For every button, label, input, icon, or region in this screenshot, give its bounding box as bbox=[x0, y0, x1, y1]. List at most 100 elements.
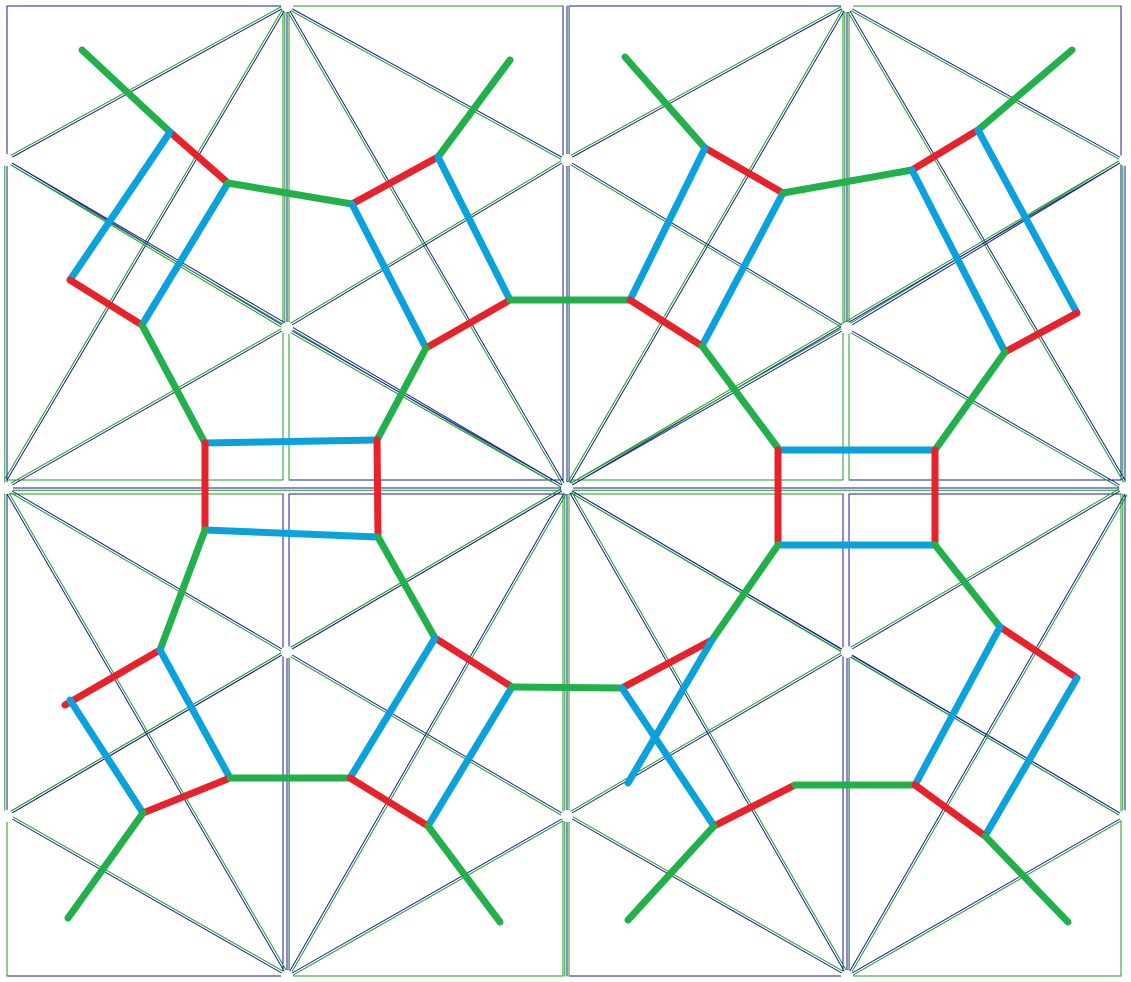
grid-spoke-27-blue bbox=[286, 651, 568, 817]
grid-spoke-16-blue bbox=[6, 327, 288, 489]
graph-edges bbox=[61, 46, 1081, 926]
grid-spoke-31-green bbox=[287, 817, 569, 979]
grid-spoke-0-green bbox=[5, 3, 287, 159]
grid-hub-8 bbox=[281, 646, 293, 658]
grid-spoke-23-blue bbox=[846, 487, 1126, 653]
grid-spoke-3-green bbox=[4, 4, 286, 480]
grid-spoke-39-green bbox=[848, 494, 1128, 978]
grid-spoke-20-green bbox=[5, 489, 287, 655]
grid-hub-11 bbox=[281, 970, 293, 982]
graph-edge-31 bbox=[508, 683, 626, 692]
graph-edge-0 bbox=[78, 46, 174, 136]
graph-edge-11 bbox=[138, 321, 209, 447]
grid-spoke-28-blue bbox=[566, 651, 848, 817]
grid-spoke-33-blue bbox=[6, 493, 288, 977]
graph-edge-5 bbox=[224, 179, 356, 208]
graph-edge-17 bbox=[156, 526, 209, 654]
grid-spoke-20-blue bbox=[6, 487, 288, 653]
grid-spoke-39-blue bbox=[846, 493, 1126, 977]
graph-edge-60 bbox=[911, 781, 989, 840]
graph-edge-56 bbox=[931, 541, 1004, 631]
graph-edge-19 bbox=[156, 646, 234, 782]
grid-spoke-28-green bbox=[565, 649, 847, 815]
grid-hub-14 bbox=[1119, 154, 1131, 166]
graph-edge-36 bbox=[626, 296, 706, 350]
graph-edge-51 bbox=[618, 684, 718, 830]
grid-spoke-35-green bbox=[567, 813, 849, 975]
graph-edge-40 bbox=[908, 166, 1009, 356]
grid-spoke-17-blue bbox=[286, 327, 568, 489]
grid-spoke-6-blue bbox=[846, 5, 1126, 161]
grid-hub-3 bbox=[281, 322, 293, 334]
grid-spoke-3-blue bbox=[6, 5, 288, 481]
grid-spoke-1-blue bbox=[286, 5, 568, 161]
graph-edge-27 bbox=[424, 683, 516, 830]
grid-hub-5 bbox=[561, 482, 573, 494]
graph-edge-13 bbox=[201, 436, 381, 447]
graph-edge-3 bbox=[66, 276, 146, 329]
graph-edge-9 bbox=[434, 153, 514, 304]
grid-hub-0 bbox=[281, 0, 293, 12]
graph-edge-8 bbox=[348, 200, 430, 352]
grid-spoke-30-blue bbox=[6, 815, 288, 977]
grid-spoke-9-green bbox=[844, 6, 1124, 482]
graph-edge-53 bbox=[710, 781, 799, 830]
graph-edge-35 bbox=[698, 189, 787, 350]
grid-spoke-36-green bbox=[847, 817, 1127, 979]
graph-edge-26 bbox=[346, 634, 439, 782]
grid-spoke-4-green bbox=[284, 6, 566, 490]
grid-hub-15 bbox=[1, 810, 13, 822]
grid-hub-1 bbox=[841, 0, 853, 12]
grid-spoke-35-blue bbox=[566, 815, 848, 977]
grid-hub-6 bbox=[1, 482, 13, 494]
graph-edge-33 bbox=[701, 144, 787, 197]
grid-spoke-27-green bbox=[285, 653, 567, 819]
grid-spoke-38-green bbox=[568, 486, 850, 976]
graph-edge-12 bbox=[373, 344, 430, 444]
grid-spoke-26-blue bbox=[6, 651, 288, 817]
grid-spoke-33-green bbox=[8, 492, 290, 976]
grid-spoke-5-green bbox=[565, 3, 847, 159]
grid-spoke-36-blue bbox=[846, 815, 1126, 977]
grid-spoke-18-green bbox=[565, 325, 847, 487]
grid-spoke-9-blue bbox=[846, 5, 1126, 481]
grid-hub-7 bbox=[1119, 482, 1131, 494]
graph-edge-24 bbox=[374, 533, 439, 642]
graph-edge-7 bbox=[434, 56, 514, 161]
grid-hub-13 bbox=[1, 154, 13, 166]
graph-edge-43 bbox=[698, 342, 782, 452]
grid-hub-16 bbox=[1119, 810, 1131, 822]
grid-spoke-19-green bbox=[845, 329, 1125, 491]
graph-edge-54 bbox=[624, 822, 718, 924]
graph-edge-21 bbox=[139, 774, 234, 817]
graph-edge-37 bbox=[779, 166, 916, 197]
grid-spoke-11-green bbox=[285, 157, 567, 327]
grid-spoke-29-green bbox=[845, 653, 1125, 819]
graph-edge-2 bbox=[66, 128, 174, 284]
grid-hub-12 bbox=[841, 970, 853, 982]
grid-spoke-19-blue bbox=[846, 327, 1126, 489]
graph-edge-39 bbox=[974, 46, 1076, 134]
graph-edge-22 bbox=[64, 809, 147, 922]
graph-edge-50 bbox=[618, 636, 716, 692]
grid-spoke-17-green bbox=[285, 329, 567, 491]
graph-edge-32 bbox=[621, 53, 709, 152]
graph-edge-34 bbox=[626, 144, 709, 304]
grid-spoke-10-green bbox=[5, 161, 287, 331]
graph-edge-49 bbox=[708, 541, 782, 644]
graph-edge-28 bbox=[346, 774, 432, 830]
graph-edge-10 bbox=[422, 296, 514, 352]
grid-spoke-6-green bbox=[845, 7, 1125, 163]
graph-edge-58 bbox=[911, 623, 1004, 789]
graph-edge-61 bbox=[981, 832, 1072, 926]
grid-hub-4 bbox=[841, 322, 853, 334]
grid-spoke-11-blue bbox=[286, 159, 568, 329]
grid-spoke-30-green bbox=[7, 813, 289, 975]
grid-spoke-4-blue bbox=[286, 5, 568, 489]
graph-edge-25 bbox=[431, 634, 516, 691]
grid-hub-2 bbox=[561, 154, 573, 166]
graph-edge-44 bbox=[931, 348, 1009, 454]
